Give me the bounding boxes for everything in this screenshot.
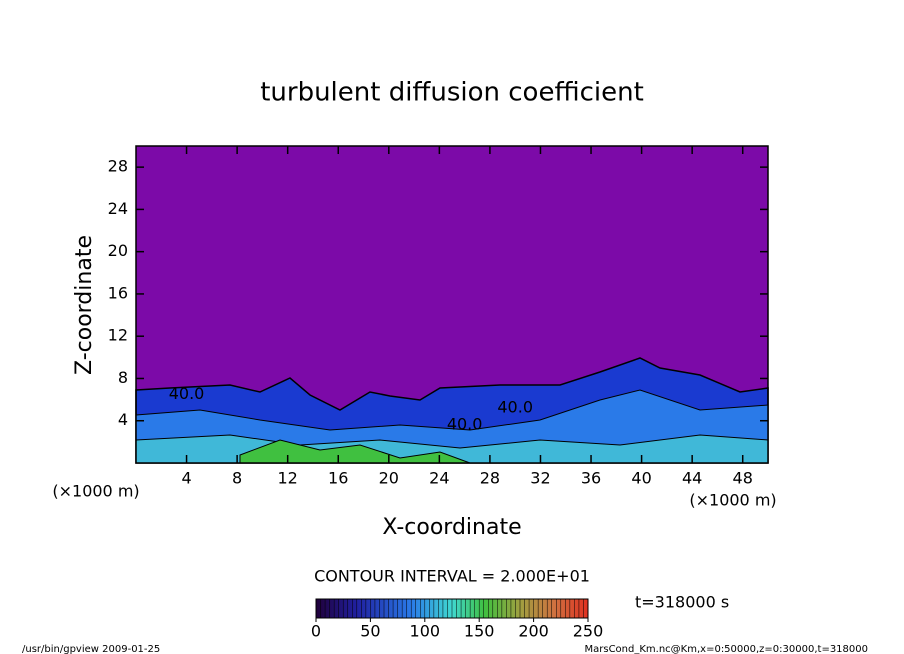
colorbar-tick-label: 50 (360, 622, 380, 641)
y-tick-label: 4 (118, 410, 128, 429)
axis-unit-label: (×1000 m) (689, 491, 776, 510)
x-axis-label: X-coordinate (382, 515, 521, 540)
plot-frame (135, 145, 769, 464)
time-label: t=318000 s (635, 593, 729, 612)
x-tick-label: 16 (328, 469, 348, 488)
x-tick-label: 28 (480, 469, 500, 488)
axis-unit-label: (×1000 m) (52, 482, 139, 501)
colorbar-tick-label: 0 (311, 622, 321, 641)
contour-interval: CONTOUR INTERVAL = 2.000E+01 (314, 567, 590, 586)
contour-label: 40.0 (169, 384, 205, 403)
colorbar-tick-label: 100 (410, 622, 441, 641)
x-tick-label: 32 (530, 469, 550, 488)
x-tick-label: 40 (631, 469, 651, 488)
colorbar-tick-label: 200 (518, 622, 549, 641)
chart-title: turbulent diffusion coefficient (260, 78, 644, 108)
footer-right: MarsCond_Km.nc@Km,x=0:50000,z=0:30000,t=… (585, 644, 869, 654)
x-tick-label: 8 (232, 469, 242, 488)
y-tick-label: 28 (108, 157, 128, 176)
contour-label: 40.0 (497, 398, 533, 417)
x-tick-label: 24 (429, 469, 449, 488)
colorbar-tick-label: 250 (573, 622, 604, 641)
y-tick-label: 24 (108, 199, 128, 218)
footer-left: /usr/bin/gpview 2009-01-25 (22, 644, 160, 654)
colorbar-tick-label: 150 (464, 622, 495, 641)
y-tick-label: 16 (108, 283, 128, 302)
x-tick-label: 36 (581, 469, 601, 488)
x-tick-label: 44 (682, 469, 702, 488)
y-tick-label: 8 (118, 368, 128, 387)
x-tick-label: 12 (278, 469, 298, 488)
y-axis-label: Z-coordinate (72, 235, 97, 375)
contour-label: 40.0 (447, 414, 483, 433)
y-tick-label: 20 (108, 241, 128, 260)
y-tick-label: 12 (108, 326, 128, 345)
x-tick-label: 20 (379, 469, 399, 488)
x-tick-label: 48 (733, 469, 753, 488)
x-tick-label: 4 (181, 469, 191, 488)
